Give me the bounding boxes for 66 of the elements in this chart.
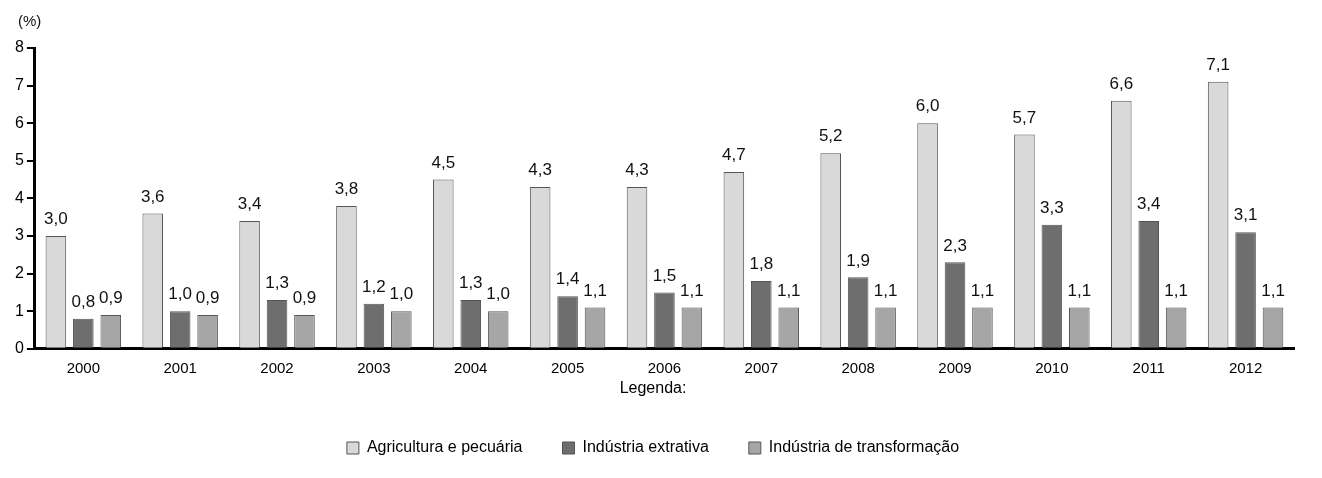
data-label: 1,9 xyxy=(846,250,870,270)
data-label: 3,3 xyxy=(1040,197,1064,217)
y-tick-label: 1 xyxy=(14,301,24,319)
x-tick-label: 2007 xyxy=(744,358,778,376)
data-label: 1,1 xyxy=(680,280,704,300)
x-tick-label: 2005 xyxy=(550,358,585,376)
y-tick-label: 2 xyxy=(14,264,24,282)
x-tick-label: 2001 xyxy=(163,358,197,376)
data-label: 0,9 xyxy=(195,288,220,308)
data-label: 0,9 xyxy=(98,288,123,308)
y-tick-label: 6 xyxy=(14,113,24,131)
data-label: 0,9 xyxy=(292,288,317,308)
data-label: 3,6 xyxy=(140,186,165,206)
data-label: 1,1 xyxy=(970,280,995,300)
data-label: 0,8 xyxy=(71,291,96,311)
x-tick-label: 2011 xyxy=(1132,358,1165,376)
x-tick-label: 2009 xyxy=(938,358,972,376)
data-label: 3,8 xyxy=(334,179,359,199)
legend-title: Legenda: xyxy=(619,379,687,397)
data-label: 6,0 xyxy=(915,96,940,116)
y-tick-label: 4 xyxy=(14,188,24,206)
data-label: 4,3 xyxy=(625,160,649,180)
legend-label: Indústria de transformação xyxy=(768,438,960,456)
data-label: 7,1 xyxy=(1206,55,1230,75)
data-label: 4,5 xyxy=(431,152,456,172)
data-label: 1,3 xyxy=(458,273,483,293)
y-tick-label: 3 xyxy=(14,226,24,244)
data-label: 1,5 xyxy=(652,265,677,285)
data-label: 1,1 xyxy=(1261,280,1285,300)
data-label: 1,1 xyxy=(583,280,607,300)
data-label: 1,1 xyxy=(1067,280,1092,300)
data-label: 6,6 xyxy=(1109,73,1134,93)
data-label: 1,8 xyxy=(749,254,774,274)
y-tick-label: 8 xyxy=(14,38,24,56)
data-label: 1,1 xyxy=(776,280,801,300)
x-tick-label: 2012 xyxy=(1228,358,1263,376)
y-tick-label: 0 xyxy=(14,339,24,357)
data-label: 4,7 xyxy=(722,145,746,165)
data-label: 1,1 xyxy=(1164,280,1188,300)
x-tick-label: 2004 xyxy=(454,358,488,376)
data-label: 2,3 xyxy=(943,235,967,255)
data-label: 3,1 xyxy=(1233,205,1258,225)
y-tick-label: 7 xyxy=(14,76,24,94)
legend-label: Indústria extrativa xyxy=(582,438,709,456)
data-label: 1,0 xyxy=(486,284,510,304)
data-label: 1,4 xyxy=(555,269,580,289)
data-label: 3,4 xyxy=(237,194,262,214)
data-label: 1,3 xyxy=(265,273,289,293)
x-tick-label: 2006 xyxy=(647,358,682,376)
x-tick-label: 2000 xyxy=(66,358,101,376)
data-label: 1,0 xyxy=(168,284,192,304)
data-label: 3,0 xyxy=(44,209,68,229)
data-label: 1,0 xyxy=(389,284,414,304)
data-label: 1,2 xyxy=(362,276,386,296)
legend-label: Agricultura e pecuária xyxy=(366,438,523,456)
data-label: 1,1 xyxy=(873,280,898,300)
x-tick-label: 2008 xyxy=(841,358,875,376)
x-tick-label: 2002 xyxy=(260,358,294,376)
y-tick-label: 5 xyxy=(14,151,24,169)
data-label: 3,4 xyxy=(1136,194,1161,214)
data-label: 5,7 xyxy=(1012,107,1037,127)
x-tick-label: 2010 xyxy=(1035,358,1069,376)
data-label: 4,3 xyxy=(528,160,552,180)
x-tick-label: 2003 xyxy=(357,358,391,376)
data-label: 5,2 xyxy=(818,126,843,146)
y-axis-title: (%) xyxy=(18,11,42,29)
